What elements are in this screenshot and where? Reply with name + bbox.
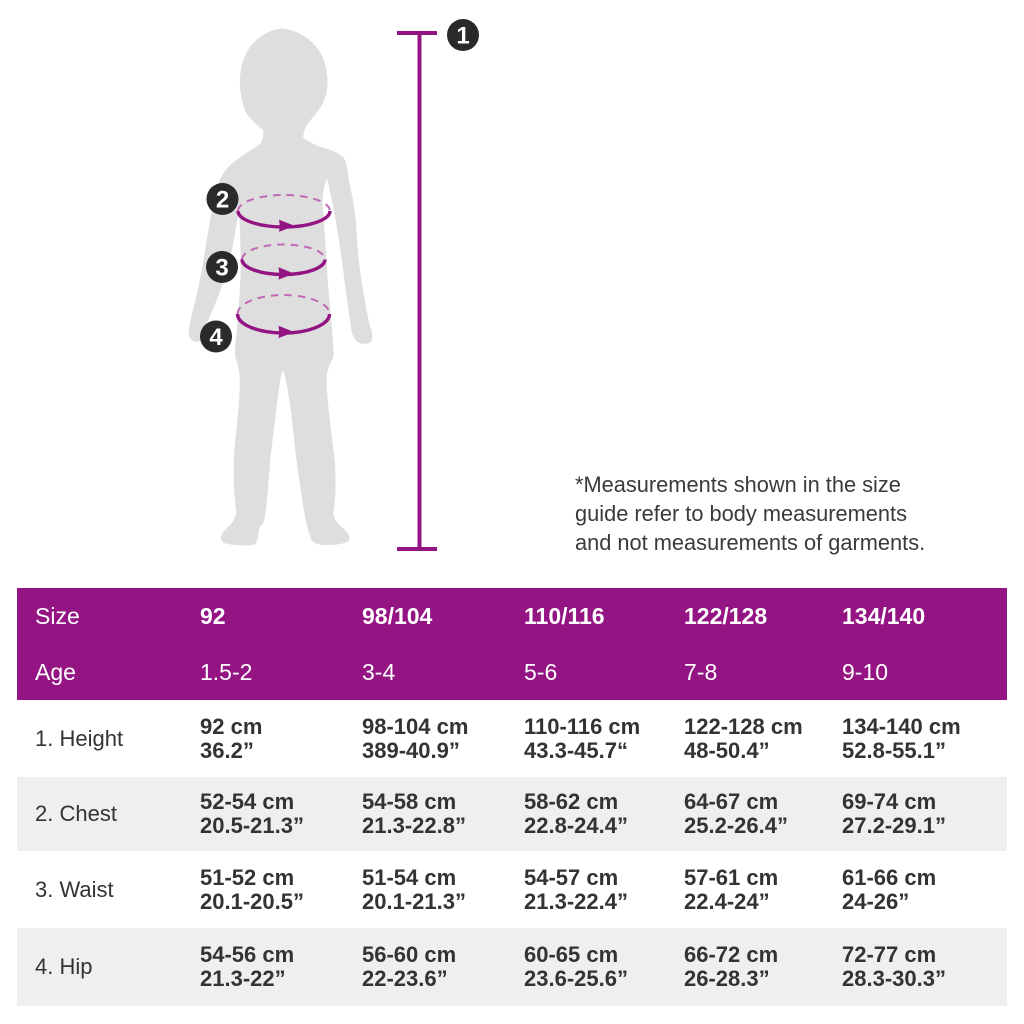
svg-text:4: 4 [209, 324, 223, 351]
svg-text:1: 1 [456, 23, 469, 50]
svg-text:3: 3 [215, 255, 228, 282]
svg-text:2: 2 [216, 187, 229, 214]
